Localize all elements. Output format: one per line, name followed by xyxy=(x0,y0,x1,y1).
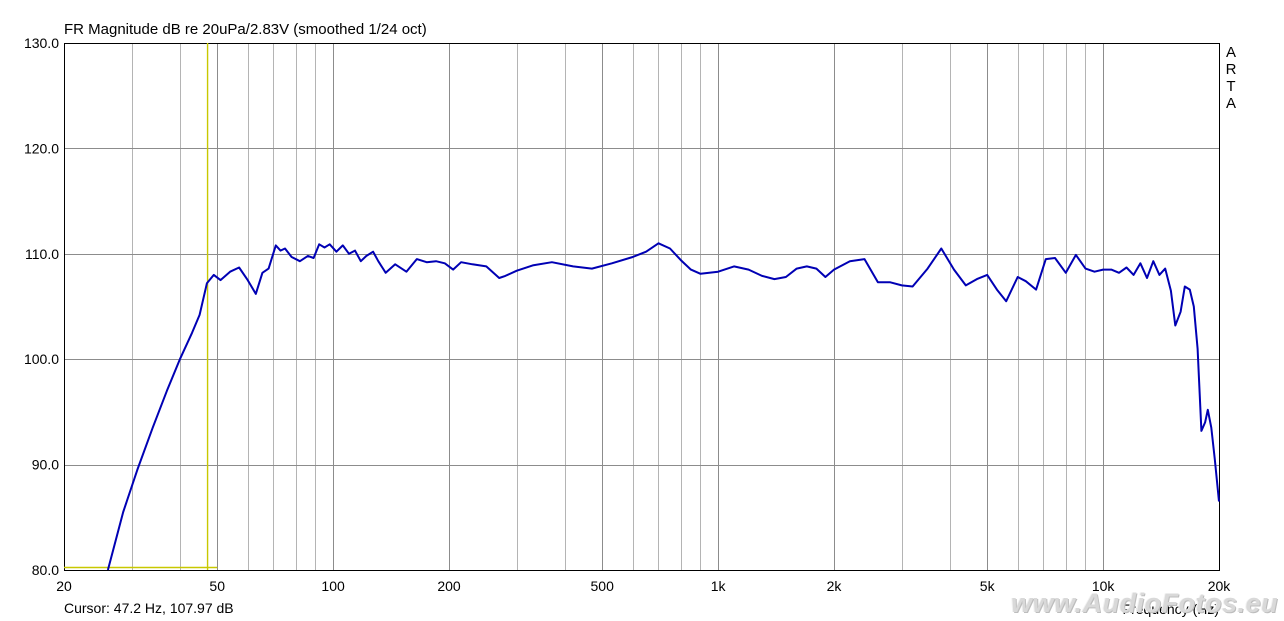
frequency-response-curve xyxy=(106,242,1220,571)
y-tick-label: 90.0 xyxy=(32,457,59,473)
brand-letter: A xyxy=(1225,95,1236,112)
plot-frame xyxy=(64,43,1220,571)
x-tick-label: 500 xyxy=(591,578,615,594)
x-tick-label: 20k xyxy=(1208,578,1232,594)
y-tick-label: 120.0 xyxy=(24,140,59,156)
brand-letter: A xyxy=(1225,44,1236,61)
x-tick-label: 100 xyxy=(321,578,345,594)
brand-letter: T xyxy=(1226,78,1236,95)
x-tick-label: 2k xyxy=(827,578,843,594)
y-tick-label: 130.0 xyxy=(24,35,59,51)
x-tick-label: 50 xyxy=(209,578,225,594)
cursor-readout: Cursor: 47.2 Hz, 107.97 dB xyxy=(64,600,234,616)
chart-title: FR Magnitude dB re 20uPa/2.83V (smoothed… xyxy=(64,21,427,38)
x-tick-label: 10k xyxy=(1092,578,1116,594)
y-tick-label: 100.0 xyxy=(24,351,59,367)
watermark-logo: www.AudioFotos.eu xyxy=(1011,588,1278,618)
x-axis-label: Frequency (Hz) xyxy=(1123,601,1219,617)
x-tick-label: 5k xyxy=(980,578,996,594)
y-tick-label: 110.0 xyxy=(25,246,59,262)
x-tick-label: 200 xyxy=(437,578,461,594)
y-tick-label: 80.0 xyxy=(32,562,59,578)
brand-letter: R xyxy=(1225,61,1237,78)
brand-letters: A R T A xyxy=(1224,44,1238,112)
x-tick-label: 1k xyxy=(711,578,727,594)
x-tick-label: 20 xyxy=(56,578,72,594)
